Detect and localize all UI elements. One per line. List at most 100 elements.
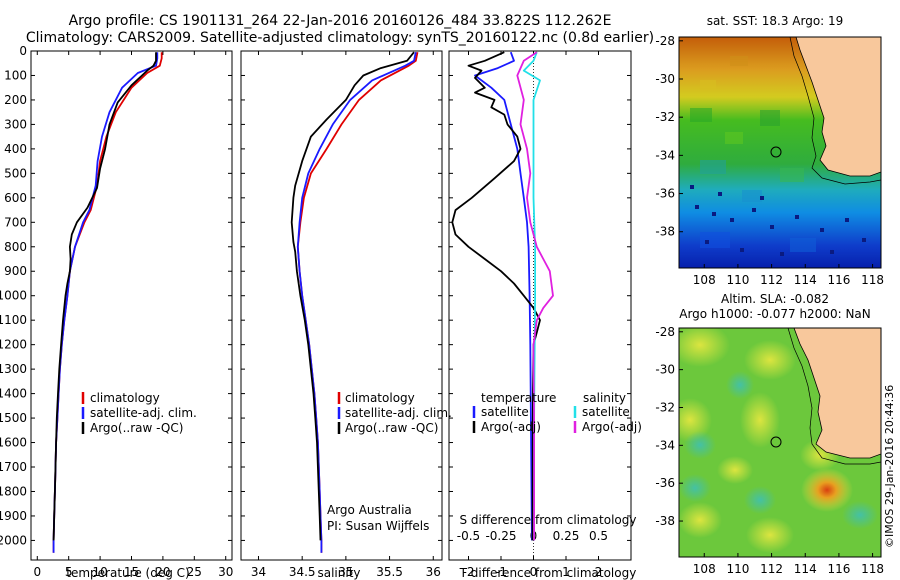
difference-xlabel: T difference from climatology: [459, 566, 637, 580]
x-tick-label: 1: [562, 565, 570, 579]
lon-tick-label: 112: [760, 273, 783, 287]
sst-land: [795, 37, 881, 177]
x-tick-label: -2: [463, 565, 475, 579]
salinity-legend: climatology satellite-adj. clim. Argo(..…: [337, 391, 452, 435]
depth-tick-label: 600: [4, 191, 27, 205]
depth-tick-label: 1800: [0, 484, 27, 498]
depth-tick-label: 800: [4, 240, 27, 254]
x-tick-label: 0: [33, 565, 41, 579]
imos-stamp: ©IMOS 29-Jan-2016 20:44:36: [883, 385, 896, 548]
lat-tick-label: -38: [655, 514, 675, 528]
lon-tick-label: 114: [794, 562, 817, 576]
lat-tick-label: -32: [655, 110, 675, 124]
temperature-x-ticks: 0 5 10 15 20 25 30: [33, 51, 233, 579]
depth-tick-label: 1900: [0, 509, 27, 523]
lat-tick-label: -28: [655, 34, 675, 48]
depth-tick-label: 2000: [0, 533, 27, 547]
x-tick-label: -1: [495, 565, 507, 579]
temperature-satellite-adj-clim-line: [52, 52, 159, 553]
lat-tick-label: -36: [655, 476, 675, 490]
temperature-climatology-line: [52, 52, 163, 553]
difference-top-xlabel: S difference from climatology: [460, 513, 637, 527]
lon-tick-label: 114: [794, 273, 817, 287]
salinity-plot-frame: [240, 50, 443, 561]
sla-map-frame: [678, 327, 882, 558]
lon-tick-label: 116: [827, 562, 850, 576]
depth-tick-label: 700: [4, 215, 27, 229]
sla-map-title-line-2: Argo h1000: -0.077 h2000: NaN: [679, 307, 871, 321]
lat-tick-label: -34: [655, 438, 675, 452]
title-line-1: Argo profile: CS 1901131_264 22-Jan-2016…: [69, 13, 612, 29]
lon-tick-label: 110: [726, 562, 749, 576]
x-tick-label: 15: [124, 565, 139, 579]
profile-lines: [52, 51, 554, 553]
lon-tick-label: 108: [693, 562, 716, 576]
lat-tick-label: -30: [655, 72, 675, 86]
x-tick-label: 30: [218, 565, 233, 579]
temperature-argo-raw-qc-line: [52, 52, 157, 541]
legend-argo-label: Argo(..raw -QC): [345, 421, 438, 435]
legend-satellite-label: satellite-adj. clim.: [90, 406, 197, 420]
depth-axis: 0 100 200 300 400 500 600 700 800 900 1000 1100 1200…: [0, 44, 631, 547]
difference-plot-frame: [448, 50, 632, 561]
depth-tick-label: 200: [4, 93, 27, 107]
x-tick-label: 36: [426, 565, 441, 579]
temperature-legend: climatology satellite-adj. clim. Argo(..…: [81, 391, 197, 435]
salinity-x-ticks: 34 34.5 35 35.5 36: [251, 51, 441, 579]
salinity-argo-raw-qc-line: [290, 51, 415, 541]
lon-tick-label: 118: [861, 273, 884, 287]
difference-satellite-temperature-line: [474, 51, 533, 541]
depth-tick-label: 100: [4, 68, 27, 82]
sla-map-lon-ticks: 108 110 112 114 116 118: [693, 553, 884, 576]
depth-tick-label: 1000: [0, 289, 27, 303]
lon-tick-label: 112: [760, 562, 783, 576]
lon-tick-label: 108: [693, 273, 716, 287]
x-tick-label: 34.5: [289, 565, 316, 579]
top-tick-label: -0.25: [485, 529, 516, 543]
lat-tick-label: -34: [655, 148, 675, 162]
sst-float-marker: [770, 146, 782, 158]
legend-s-argo-label: Argo(-adj): [582, 420, 642, 434]
depth-tick-label: 900: [4, 264, 27, 278]
lon-tick-label: 116: [827, 273, 850, 287]
sst-map-lon-ticks: 108 110 112 114 116 118: [693, 264, 884, 287]
depth-tick-label: 0: [19, 44, 27, 58]
sst-map-frame: [678, 36, 882, 269]
legend-temperature-title: temperature: [481, 391, 556, 405]
sla-float-marker: [770, 436, 782, 448]
lat-tick-label: -30: [655, 363, 675, 377]
depth-tick-label: 500: [4, 166, 27, 180]
top-tick-label: 0.5: [589, 529, 608, 543]
legend-climatology-label: climatology: [90, 391, 160, 405]
lon-tick-label: 110: [726, 273, 749, 287]
lat-tick-label: -36: [655, 187, 675, 201]
legend-t-satellite-label: satellite: [481, 405, 529, 419]
x-tick-label: 10: [92, 565, 107, 579]
depth-tick-label: 1200: [0, 338, 27, 352]
legend-satellite-label: satellite-adj. clim.: [345, 406, 452, 420]
top-tick-label: 0.25: [553, 529, 580, 543]
lat-tick-label: -28: [655, 325, 675, 339]
difference-argo-adj-salinity-line: [516, 51, 554, 541]
sst-map: [679, 37, 881, 268]
depth-tick-label: 1400: [0, 387, 27, 401]
temperature-xlabel: temperature (deg C): [66, 566, 189, 580]
legend-climatology-label: climatology: [345, 391, 415, 405]
x-tick-label: 35: [338, 565, 353, 579]
x-tick-label: 35.5: [376, 565, 403, 579]
depth-tick-label: 1700: [0, 460, 27, 474]
sla-isobath: [787, 328, 881, 465]
depth-tick-label: 300: [4, 117, 27, 131]
x-tick-label: 5: [65, 565, 73, 579]
depth-tick-label: 1100: [0, 313, 27, 327]
difference-legend: temperature salinity satellite Argo(-adj…: [472, 391, 642, 434]
sst-isobath: [789, 37, 881, 185]
depth-tick-label: 1300: [0, 362, 27, 376]
depth-tick-label: 1500: [0, 411, 27, 425]
sla-map-lat-ticks: -28 -30 -32 -34 -36 -38: [655, 325, 683, 528]
lat-tick-label: -32: [655, 400, 675, 414]
legend-salinity-title: salinity: [583, 391, 626, 405]
sst-map-lat-ticks: -28 -30 -32 -34 -36 -38: [655, 34, 683, 239]
x-tick-label: 34: [251, 565, 266, 579]
